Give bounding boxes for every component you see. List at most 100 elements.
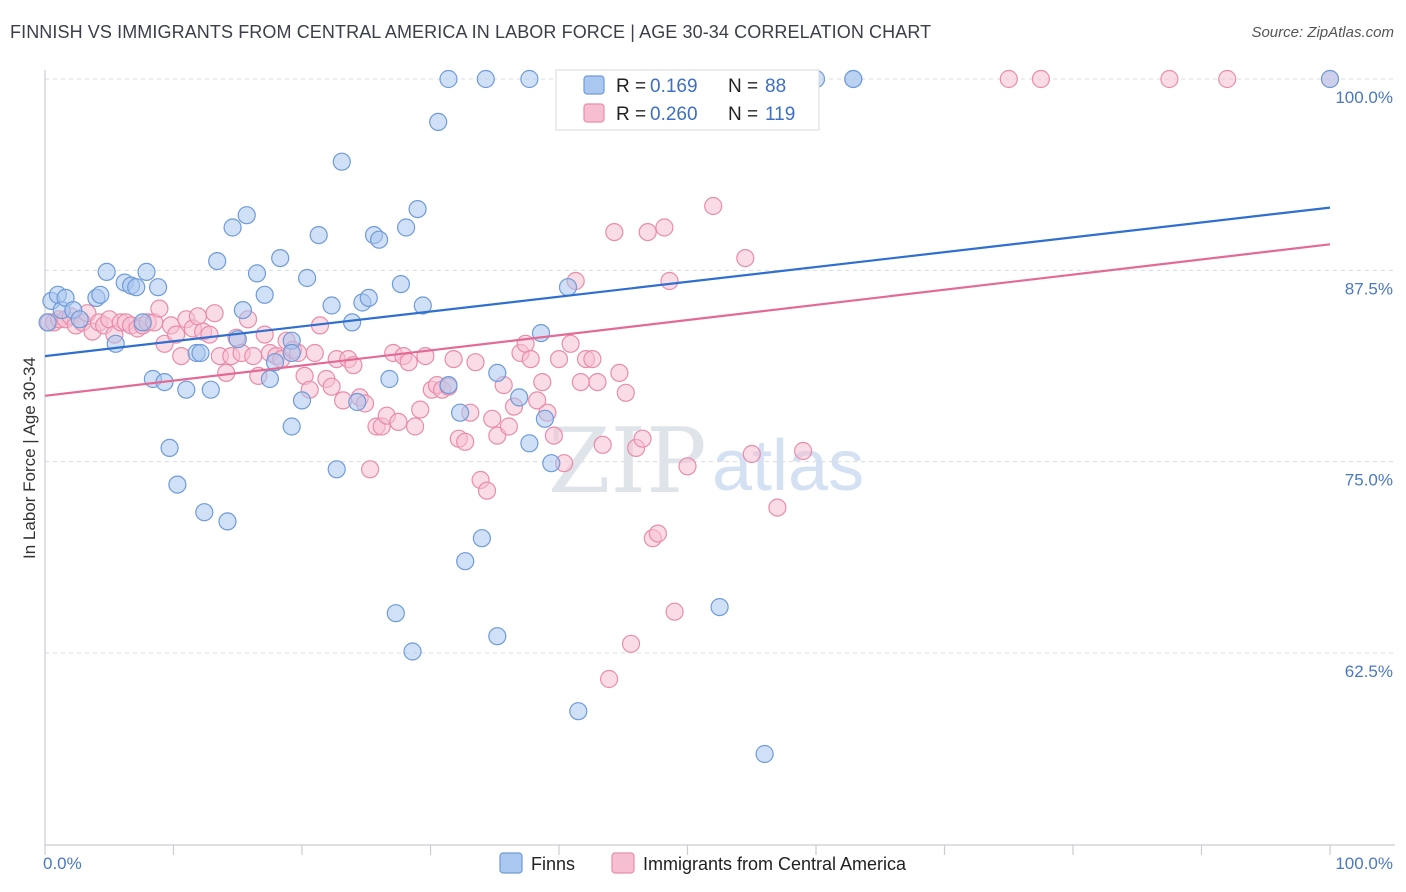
cam-point <box>188 307 207 326</box>
cam-point <box>456 432 475 451</box>
finns-point <box>265 353 285 372</box>
legend-finns-swatch <box>583 75 605 95</box>
data-points <box>38 69 1340 764</box>
finns-point <box>195 503 214 522</box>
finns-point <box>255 285 274 304</box>
cam-point <box>621 634 641 653</box>
finns-point <box>218 512 237 531</box>
cam-point <box>633 429 652 448</box>
cam-point <box>549 350 569 369</box>
legend-cam-n: 119 <box>765 104 795 125</box>
cam-point <box>255 325 274 344</box>
cam-point <box>638 223 657 242</box>
cam-point <box>648 524 668 543</box>
cam-point <box>172 347 191 366</box>
finns-point <box>247 264 267 283</box>
legend-cam-r: 0.260 <box>650 104 698 125</box>
finns-point <box>271 249 290 268</box>
finns-point <box>137 262 156 281</box>
cam-point <box>610 363 629 382</box>
finns-point <box>201 380 220 399</box>
cam-point <box>244 347 263 366</box>
cam-point <box>704 196 723 216</box>
y-tick-label: 75.0% <box>1345 471 1393 490</box>
finns-point <box>38 313 57 332</box>
finns-point <box>535 409 555 428</box>
finns-point <box>844 69 863 89</box>
finns-point <box>97 262 116 281</box>
finns-point <box>160 438 179 457</box>
finns-point <box>488 627 507 646</box>
finns-point <box>348 392 367 412</box>
cam-point <box>678 457 697 476</box>
finns-point <box>70 310 89 329</box>
finns-point <box>370 230 389 249</box>
cam-point <box>205 304 224 323</box>
cam-point <box>588 373 607 392</box>
cam-point <box>305 343 324 363</box>
finns-point <box>177 380 196 399</box>
finns-point <box>127 278 146 297</box>
finns-point <box>386 604 405 623</box>
cam-point <box>167 325 186 344</box>
finns-point <box>223 218 242 237</box>
legend-stats: R = 0.169 N = 88 R = 0.260 N = 119 <box>555 69 820 131</box>
cam-point <box>466 353 485 372</box>
watermark: ZIP atlas <box>548 409 864 514</box>
finns-point <box>309 226 328 245</box>
finns-point <box>510 388 529 407</box>
finns-point <box>380 369 399 389</box>
cam-point <box>655 218 674 237</box>
legend-finns-n: 88 <box>765 76 786 97</box>
finns-point <box>282 417 301 436</box>
cam-point <box>528 391 547 410</box>
cam-point <box>499 417 518 436</box>
finns-point <box>397 218 416 237</box>
finns-point <box>755 744 774 764</box>
cam-point <box>571 373 590 392</box>
x-tick-label: 100.0% <box>1335 854 1393 873</box>
cam-point <box>616 383 635 402</box>
legend-finns-marker <box>499 852 523 874</box>
finns-point <box>569 702 588 721</box>
finns-point <box>133 313 152 332</box>
finns-point <box>208 252 227 271</box>
finns-point <box>327 460 346 479</box>
finns-point <box>106 334 125 353</box>
finns-point <box>520 434 539 453</box>
gridlines <box>45 78 1395 654</box>
cam-point <box>593 435 612 454</box>
cam-point <box>561 334 580 353</box>
cam-point <box>389 412 408 431</box>
legend-r-label: R = <box>616 76 646 97</box>
cam-point <box>399 353 418 372</box>
finns-point <box>439 69 458 89</box>
cam-point <box>483 409 502 428</box>
finns-point <box>1320 69 1340 89</box>
finns-point <box>292 391 312 410</box>
finns-point <box>91 285 110 304</box>
cam-point <box>793 441 813 461</box>
finns-point <box>710 597 729 617</box>
cam-point <box>1160 69 1179 89</box>
cam-point <box>665 602 684 621</box>
cam-point <box>444 350 463 369</box>
legend-cam-marker <box>611 852 635 874</box>
cam-point <box>1218 69 1237 89</box>
y-tick-label: 62.5% <box>1345 662 1393 681</box>
finns-point <box>322 296 341 315</box>
chart-title: FINNISH VS IMMIGRANTS FROM CENTRAL AMERI… <box>10 22 932 42</box>
axes <box>44 70 1395 855</box>
finns-point <box>439 376 458 395</box>
legend-n-label: N = <box>728 104 758 125</box>
finns-point <box>237 206 256 225</box>
cam-point <box>605 223 624 242</box>
y-tick-label: 87.5% <box>1345 279 1393 298</box>
cam-point <box>411 400 430 419</box>
legend-cam-label: Immigrants from Central America <box>643 854 907 874</box>
cam-point <box>768 498 787 517</box>
y-axis-title: In Labor Force | Age 30-34 <box>20 357 39 559</box>
cam-point <box>361 460 380 479</box>
cam-point <box>599 669 619 689</box>
cam-point <box>533 373 552 392</box>
